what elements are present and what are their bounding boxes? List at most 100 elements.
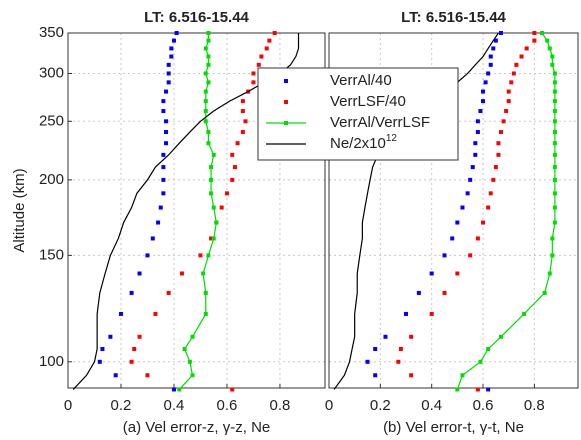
data-point <box>230 387 235 392</box>
plot-frame <box>67 32 326 389</box>
data-point <box>219 205 224 210</box>
series-line <box>456 32 556 390</box>
data-point <box>171 387 176 392</box>
x-tick-label: 0.6 <box>473 397 494 414</box>
data-point <box>156 220 161 225</box>
data-point <box>509 80 514 85</box>
data-point <box>206 62 211 67</box>
data-point <box>552 89 557 94</box>
legend-label-superscript: 12 <box>386 133 398 144</box>
x-tick-label: 0.6 <box>217 397 238 414</box>
data-point <box>203 71 208 76</box>
data-point <box>498 334 503 339</box>
data-point <box>409 373 414 378</box>
data-point <box>450 236 455 241</box>
data-point <box>177 387 182 392</box>
data-point <box>498 130 503 135</box>
legend-label-text: VerrAl/VerrLSF <box>330 114 430 131</box>
data-point <box>488 62 493 67</box>
data-point <box>153 311 158 316</box>
data-point <box>201 271 206 276</box>
data-point <box>251 71 256 76</box>
data-point <box>491 46 496 51</box>
data-point <box>203 99 208 104</box>
data-point <box>129 290 134 295</box>
data-point <box>550 54 555 59</box>
legend-label: VerrAl/VerrLSF <box>330 114 430 131</box>
data-point <box>429 311 434 316</box>
data-point <box>164 130 169 135</box>
data-point <box>460 205 465 210</box>
data-point <box>203 119 208 124</box>
data-point <box>475 119 480 124</box>
data-point <box>232 165 237 170</box>
y-tick-label: 100 <box>39 353 64 370</box>
data-point <box>166 62 171 67</box>
data-point <box>429 271 434 276</box>
data-point <box>481 99 486 104</box>
data-point <box>460 373 465 378</box>
chart-title: LT: 6.516-15.44 <box>401 9 506 26</box>
series-line <box>333 32 499 390</box>
data-point <box>206 141 211 146</box>
data-point <box>511 71 516 76</box>
data-point <box>547 271 552 276</box>
data-point <box>209 165 214 170</box>
data-point <box>198 253 203 258</box>
data-point <box>161 99 166 104</box>
data-point <box>540 31 545 35</box>
data-point <box>129 359 134 364</box>
data-point <box>473 141 478 146</box>
legend-label: VerrAl/40 <box>330 72 392 89</box>
data-point <box>108 334 113 339</box>
data-point <box>211 205 216 210</box>
x-tick-label: 0.4 <box>421 397 442 414</box>
data-point <box>211 152 216 157</box>
data-point <box>501 119 506 124</box>
data-point <box>365 359 370 364</box>
chart-title: LT: 6.516-15.44 <box>144 9 249 26</box>
data-point <box>416 290 421 295</box>
data-point <box>465 191 470 196</box>
data-point <box>550 253 555 258</box>
data-point <box>161 177 166 182</box>
x-tick-label: 0.8 <box>524 397 545 414</box>
legend-label-text: VerrLSF/40 <box>330 93 406 110</box>
data-point <box>486 205 491 210</box>
x-tick-label: 0.8 <box>270 397 291 414</box>
data-point <box>166 71 171 76</box>
data-point <box>552 71 557 76</box>
y-tick-label: 200 <box>39 171 64 188</box>
x-axis-label: (a) Vel error-z, γ-z, Ne <box>123 419 271 436</box>
data-point <box>230 152 235 157</box>
data-point <box>524 46 529 51</box>
data-point <box>532 31 537 35</box>
data-point <box>209 177 214 182</box>
data-point <box>158 205 163 210</box>
data-point <box>214 220 219 225</box>
data-point <box>100 346 105 351</box>
data-point <box>203 290 208 295</box>
data-point <box>161 109 166 114</box>
data-point <box>404 311 409 316</box>
data-point <box>137 271 142 276</box>
data-point <box>97 359 102 364</box>
data-point <box>235 141 240 146</box>
data-point <box>486 387 491 392</box>
legend-label: Ne/2x1012 <box>330 133 397 152</box>
x-tick-label: 0 <box>64 397 72 414</box>
data-point <box>267 38 272 43</box>
data-point <box>113 373 118 378</box>
data-point <box>481 89 486 94</box>
data-point <box>209 191 214 196</box>
data-point <box>206 54 211 59</box>
data-point <box>243 119 248 124</box>
data-point <box>145 253 150 258</box>
data-point <box>481 220 486 225</box>
data-point <box>470 165 475 170</box>
data-point <box>251 80 256 85</box>
data-point <box>506 89 511 94</box>
data-point <box>550 236 555 241</box>
data-point <box>493 165 498 170</box>
